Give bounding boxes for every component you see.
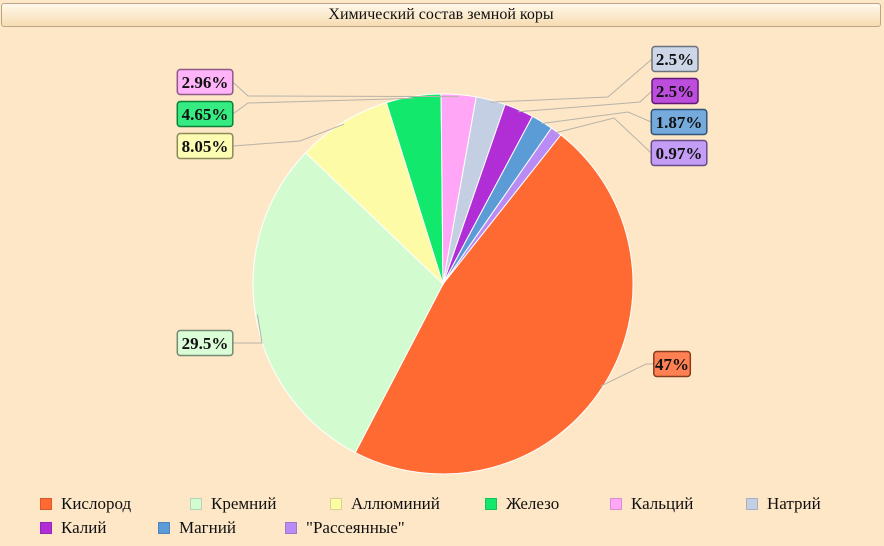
legend-label: Калий [61,518,107,537]
legend-item-4: Кальций [610,494,693,514]
legend-swatch [746,498,758,510]
data-label-box-1 [176,329,234,357]
legend-item-0: Кислород [40,494,131,514]
data-label-4: 2.96% [182,73,229,92]
pie-slice-8 [442,127,562,285]
pie-slice-1 [252,152,444,454]
leader-line-2 [232,123,345,147]
pie-slice-2 [304,101,445,286]
chart-title: Химический состав земной коры [1,3,881,27]
data-label-8: 0.97% [656,144,703,163]
data-label-box-5 [651,45,699,73]
legend-swatch [190,498,202,510]
legend-label: Кальций [631,494,694,513]
data-label-box-8 [650,139,708,167]
data-label-1: 29.5% [182,334,229,353]
data-label-box-6 [651,77,699,105]
data-label-3: 4.65% [182,105,229,124]
leader-line-7 [541,111,652,125]
data-label-box-4 [176,68,234,96]
legend-label: Железо [506,494,560,513]
legend-swatch [485,498,497,510]
legend-label: Аллюминий [351,494,440,513]
legend-item-8: "Рассеянные" [285,518,405,538]
legend-swatch [40,522,52,534]
leader-line-0 [600,363,654,387]
legend-label: Магний [179,518,236,537]
leader-line-4 [232,81,459,98]
legend-item-1: Кремний [190,494,276,514]
legend-label: Натрий [767,494,821,513]
leader-line-5 [490,58,653,103]
data-label-6: 2.5% [656,82,694,101]
legend-swatch [285,522,297,534]
legend-swatch [40,498,52,510]
leader-line-6 [518,90,653,113]
data-label-2: 8.05% [182,137,229,156]
legend-item-7: Магний [158,518,236,538]
data-label-5: 2.5% [656,50,694,69]
leader-line-1 [232,314,263,344]
legend-item-5: Натрий [746,494,821,514]
legend-item-3: Железо [485,494,559,514]
data-label-box-3 [176,100,234,128]
data-label-7: 1.87% [656,113,703,132]
data-label-box-2 [176,132,234,160]
legend-item-6: Калий [40,518,107,538]
legend-label: "Рассеянные" [306,518,405,537]
leader-line-8 [554,117,652,154]
data-label-0: 47% [655,355,689,374]
data-label-box-7 [650,108,708,136]
pie-slice-0 [354,134,634,475]
legend-swatch [158,522,170,534]
legend-label: Кислород [61,494,132,513]
leader-line-3 [232,97,414,115]
legend-label: Кремний [211,494,277,513]
data-label-box-0 [653,350,692,378]
legend-swatch [330,498,342,510]
legend-swatch [610,498,622,510]
legend-item-2: Аллюминий [330,494,440,514]
